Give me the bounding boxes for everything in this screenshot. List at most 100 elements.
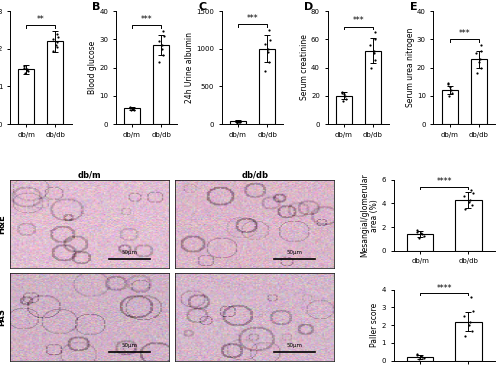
Point: [370, 50, 378, 56]
Point: [476, 42, 484, 48]
Text: 50μm: 50μm: [121, 250, 137, 255]
Point: [232, 118, 240, 124]
Point: [466, 319, 474, 325]
Point: [52, 39, 60, 45]
Point: [342, 96, 350, 102]
Point: [415, 235, 423, 241]
Point: [420, 355, 428, 361]
Point: [413, 351, 421, 357]
Point: [24, 67, 32, 73]
Text: ****: ****: [436, 177, 452, 186]
Point: [476, 59, 484, 65]
Y-axis label: Blood glucose: Blood glucose: [88, 41, 97, 94]
Text: 50μm: 50μm: [286, 343, 302, 348]
Point: [233, 120, 241, 125]
Point: [20, 63, 28, 69]
Point: [413, 229, 421, 235]
Bar: [407, 357, 434, 361]
Y-axis label: 24h Urine albumin: 24h Urine albumin: [185, 32, 194, 103]
Y-axis label: Paller score: Paller score: [370, 303, 380, 347]
Point: [338, 89, 346, 95]
Point: [22, 66, 30, 72]
Y-axis label: Mesangial/glomerular
area (%): Mesangial/glomerular area (%): [360, 173, 380, 257]
Point: [420, 233, 428, 239]
Point: [338, 90, 346, 96]
Point: [265, 27, 273, 33]
Point: [366, 42, 374, 48]
Point: [49, 36, 57, 42]
Point: [159, 52, 167, 58]
Point: [232, 118, 240, 124]
Point: [128, 105, 136, 111]
Text: ***: ***: [141, 15, 152, 24]
Point: [22, 70, 30, 76]
Point: [468, 328, 475, 333]
Point: [468, 191, 476, 197]
Point: [478, 47, 486, 53]
Text: C: C: [198, 2, 206, 12]
Point: [444, 82, 452, 88]
Bar: [230, 121, 246, 124]
Bar: [124, 109, 140, 124]
Point: [126, 105, 134, 111]
Text: E: E: [410, 2, 418, 12]
Text: ***: ***: [246, 14, 258, 23]
Bar: [259, 49, 275, 124]
Point: [235, 119, 243, 125]
Bar: [455, 200, 481, 251]
Point: [128, 107, 136, 113]
Bar: [153, 45, 170, 124]
Bar: [18, 70, 34, 124]
Point: [339, 99, 347, 105]
Title: db/m: db/m: [78, 170, 102, 179]
Y-axis label: Serum urea nitrogen: Serum urea nitrogen: [406, 28, 414, 107]
Point: [460, 314, 468, 319]
Point: [264, 46, 272, 52]
Text: ***: ***: [458, 29, 470, 38]
Point: [413, 353, 421, 358]
Text: 50μm: 50μm: [286, 250, 302, 255]
Point: [158, 46, 166, 52]
Point: [266, 37, 274, 43]
Point: [460, 194, 468, 199]
Point: [466, 199, 473, 205]
Point: [460, 206, 468, 212]
Point: [53, 31, 61, 37]
Point: [126, 104, 134, 110]
Point: [54, 35, 62, 40]
Point: [236, 119, 244, 125]
Bar: [336, 96, 352, 124]
Point: [372, 36, 380, 42]
Point: [261, 68, 269, 74]
Point: [460, 333, 468, 339]
Point: [49, 47, 57, 53]
Point: [370, 47, 378, 53]
Text: **: **: [37, 15, 44, 24]
Text: D: D: [304, 2, 314, 12]
Text: 50μm: 50μm: [121, 343, 137, 348]
Y-axis label: H&E: H&E: [0, 214, 6, 234]
Point: [444, 80, 452, 86]
Point: [264, 50, 272, 56]
Point: [472, 50, 480, 56]
Point: [155, 59, 163, 65]
Point: [476, 56, 484, 62]
Point: [448, 90, 456, 96]
Point: [418, 354, 426, 360]
Point: [52, 42, 60, 48]
Text: B: B: [92, 2, 101, 12]
Point: [129, 106, 137, 112]
Bar: [48, 41, 64, 124]
Point: [265, 59, 273, 64]
Bar: [365, 50, 381, 124]
Point: [477, 65, 485, 71]
Text: ****: ****: [436, 284, 452, 293]
Point: [54, 44, 62, 50]
Point: [418, 231, 426, 237]
Bar: [442, 90, 458, 124]
Point: [446, 84, 454, 90]
Point: [472, 70, 480, 76]
Point: [24, 68, 32, 74]
Point: [260, 41, 268, 47]
Text: ***: ***: [352, 17, 364, 25]
